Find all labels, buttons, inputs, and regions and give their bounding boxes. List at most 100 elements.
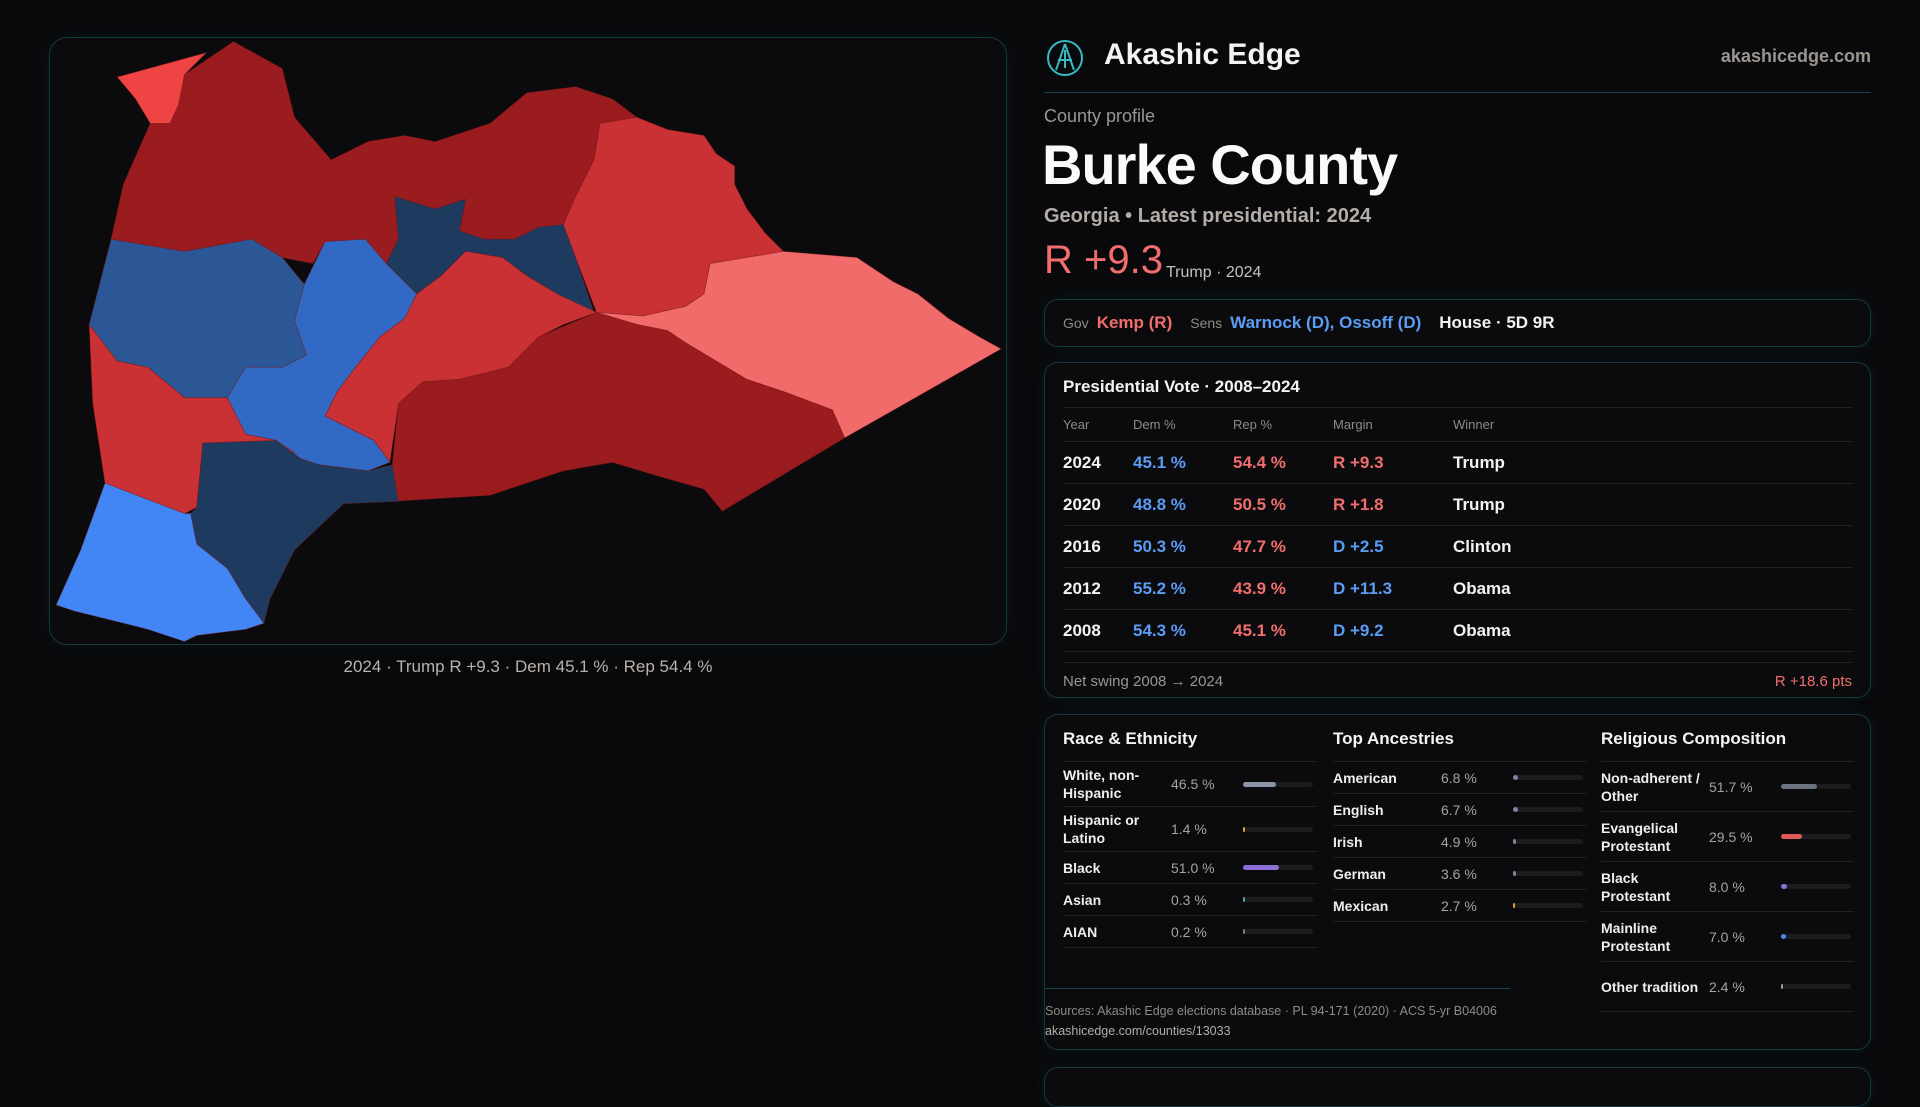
item-bar xyxy=(1513,775,1583,780)
county-url[interactable]: akashicedge.com/counties/13033 xyxy=(1045,1024,1231,1038)
item-bar xyxy=(1243,826,1313,832)
cell-margin: R +9.3 xyxy=(1333,441,1453,484)
cell-dem: 45.1 % xyxy=(1133,441,1233,484)
site-link[interactable]: akashicedge.com xyxy=(1720,46,1871,66)
item-bar-fill xyxy=(1513,775,1518,780)
latest-margin-winner: Trump · 2024 xyxy=(1166,264,1262,281)
item-value: 51.7 % xyxy=(1709,778,1753,795)
cell-dem: 50.3 % xyxy=(1133,525,1233,568)
item-name: White, non-Hispanic xyxy=(1063,767,1140,801)
demographics-card: Race & Ethnicity White, non-Hispanic 46.… xyxy=(1044,714,1871,1050)
item-bar xyxy=(1513,871,1583,876)
table-row: 2016 50.3 % 47.7 % D +2.5 Clinton xyxy=(1063,525,1852,568)
net-swing-label: Net swing 2008 → 2024 xyxy=(1063,673,1224,690)
item-name: German xyxy=(1333,865,1386,882)
cell-rep: 50.5 % xyxy=(1233,483,1333,526)
ancestry-title: Top Ancestries xyxy=(1333,729,1586,762)
akashic-logo-icon xyxy=(1047,40,1083,76)
col-dem: Dem % xyxy=(1133,407,1233,442)
cell-year: 2008 xyxy=(1063,609,1133,652)
item-bar xyxy=(1243,865,1313,870)
header-divider xyxy=(1044,92,1871,93)
net-swing: Net swing 2008 → 2024 R +18.6 pts xyxy=(1063,662,1852,690)
presidential-table: Year Dem % Rep % Margin Winner 2024 45.1 … xyxy=(1063,407,1852,652)
item-bar-fill xyxy=(1243,781,1276,787)
eyebrow: County profile xyxy=(1044,106,1156,126)
religion-item: Mainline Protestant 7.0 % xyxy=(1601,912,1854,962)
cell-year: 2024 xyxy=(1063,441,1133,484)
item-bar xyxy=(1243,929,1313,934)
race-item: Black 51.0 % xyxy=(1063,852,1316,884)
county-map-panel xyxy=(49,37,1007,645)
item-bar-fill xyxy=(1243,929,1245,934)
religion-item: Black Protestant 8.0 % xyxy=(1601,862,1854,912)
item-bar-fill xyxy=(1243,897,1245,902)
item-bar xyxy=(1243,897,1313,902)
item-value: 6.7 % xyxy=(1441,801,1477,818)
item-bar-fill xyxy=(1781,784,1818,789)
ancestry-item: English 6.7 % xyxy=(1333,794,1586,826)
cell-margin: D +9.2 xyxy=(1333,609,1453,652)
item-bar xyxy=(1781,984,1851,989)
precinct[interactable] xyxy=(116,51,208,124)
item-value: 2.7 % xyxy=(1441,897,1477,914)
precinct[interactable] xyxy=(391,311,846,512)
senators: Warnock (D), Ossoff (D) xyxy=(1230,313,1422,332)
item-name: Mexican xyxy=(1333,897,1389,914)
map-caption: 2024 · Trump R +9.3 · Dem 45.1 % · Rep 5… xyxy=(343,657,713,676)
item-value: 4.9 % xyxy=(1441,833,1477,850)
item-bar xyxy=(1513,903,1583,908)
sources-footer: Sources: Akashic Edge elections database… xyxy=(1045,988,1510,1041)
item-name: American xyxy=(1333,769,1397,786)
race-item: Asian 0.3 % xyxy=(1063,884,1316,916)
item-bar-fill xyxy=(1513,871,1516,876)
item-value: 0.3 % xyxy=(1171,891,1207,908)
col-margin: Margin xyxy=(1333,407,1453,442)
subtitle: Georgia • Latest presidential: 2024 xyxy=(1044,205,1372,227)
item-value: 51.0 % xyxy=(1171,859,1215,876)
cell-margin: D +2.5 xyxy=(1333,525,1453,568)
cell-rep: 47.7 % xyxy=(1233,525,1333,568)
page-title: Burke County xyxy=(1042,133,1398,196)
cell-dem: 48.8 % xyxy=(1133,483,1233,526)
item-bar xyxy=(1781,834,1851,839)
sources-text: Sources: Akashic Edge elections database… xyxy=(1045,1004,1497,1018)
race-item: Hispanic or Latino 1.4 % xyxy=(1063,807,1316,852)
cell-dem: 55.2 % xyxy=(1133,567,1233,610)
cell-rep: 45.1 % xyxy=(1233,609,1333,652)
cell-winner: Obama xyxy=(1453,567,1852,610)
item-bar-fill xyxy=(1243,865,1279,870)
cell-rep: 43.9 % xyxy=(1233,567,1333,610)
item-value: 2.4 % xyxy=(1709,978,1745,995)
house-delegation: House · 5D 9R xyxy=(1439,313,1555,332)
table-row: 2020 48.8 % 50.5 % R +1.8 Trump xyxy=(1063,483,1852,526)
race-column: Race & Ethnicity White, non-Hispanic 46.… xyxy=(1063,729,1316,948)
cell-margin: D +11.3 xyxy=(1333,567,1453,610)
item-bar-fill xyxy=(1781,934,1786,939)
item-value: 6.8 % xyxy=(1441,769,1477,786)
race-item: White, non-Hispanic 46.5 % xyxy=(1063,762,1316,807)
item-name: AIAN xyxy=(1063,923,1098,940)
item-value: 8.0 % xyxy=(1709,878,1745,895)
ancestry-column: Top Ancestries American 6.8 % English 6.… xyxy=(1333,729,1586,922)
item-name: Asian xyxy=(1063,891,1102,908)
precinct[interactable] xyxy=(55,482,265,642)
item-bar xyxy=(1781,784,1851,789)
cell-dem: 54.3 % xyxy=(1133,609,1233,652)
table-row: 2024 45.1 % 54.4 % R +9.3 Trump xyxy=(1063,441,1852,484)
sens-label: Sens xyxy=(1190,315,1223,331)
item-bar xyxy=(1513,839,1583,844)
item-value: 7.0 % xyxy=(1709,928,1745,945)
presidential-title: Presidential Vote · 2008–2024 xyxy=(1063,377,1300,396)
religion-item: Evangelical Protestant 29.5 % xyxy=(1601,812,1854,862)
presidential-card: Presidential Vote · 2008–2024 Year Dem %… xyxy=(1044,362,1871,698)
item-bar-fill xyxy=(1243,826,1245,832)
item-bar-fill xyxy=(1513,807,1518,812)
next-card xyxy=(1044,1067,1871,1107)
gov-label: Gov xyxy=(1063,315,1089,331)
ancestry-item: Mexican 2.7 % xyxy=(1333,890,1586,922)
religion-item: Other tradition 2.4 % xyxy=(1601,962,1854,1012)
cell-year: 2012 xyxy=(1063,567,1133,610)
ancestry-item: German 3.6 % xyxy=(1333,858,1586,890)
col-winner: Winner xyxy=(1453,407,1852,442)
